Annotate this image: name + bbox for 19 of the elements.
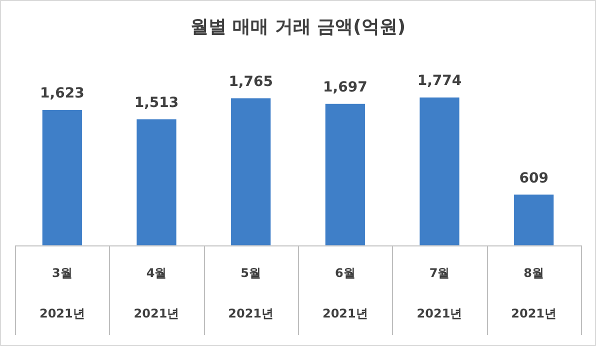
bar <box>42 110 82 246</box>
category-label: 3월 2021년 <box>39 266 85 321</box>
data-label: 1,697 <box>323 80 368 96</box>
category-label: 4월 2021년 <box>134 266 180 321</box>
bar <box>514 194 554 246</box>
category-label: 8월 2021년 <box>511 266 557 321</box>
data-label: 1,774 <box>417 73 462 90</box>
chart-title: 월별 매매 거래 금액(억원) <box>190 16 406 38</box>
category-label: 5월 2021년 <box>228 266 274 321</box>
bar <box>420 97 460 246</box>
category-label: 7월 2021년 <box>416 266 462 321</box>
category-label: 6월 2021년 <box>322 266 368 321</box>
data-label: 1,513 <box>134 94 179 111</box>
bar <box>325 104 365 246</box>
bar <box>231 98 271 246</box>
data-label: 1,765 <box>228 74 273 90</box>
data-label: 609 <box>519 170 548 186</box>
data-label: 1,623 <box>40 86 84 102</box>
bar <box>136 119 176 246</box>
